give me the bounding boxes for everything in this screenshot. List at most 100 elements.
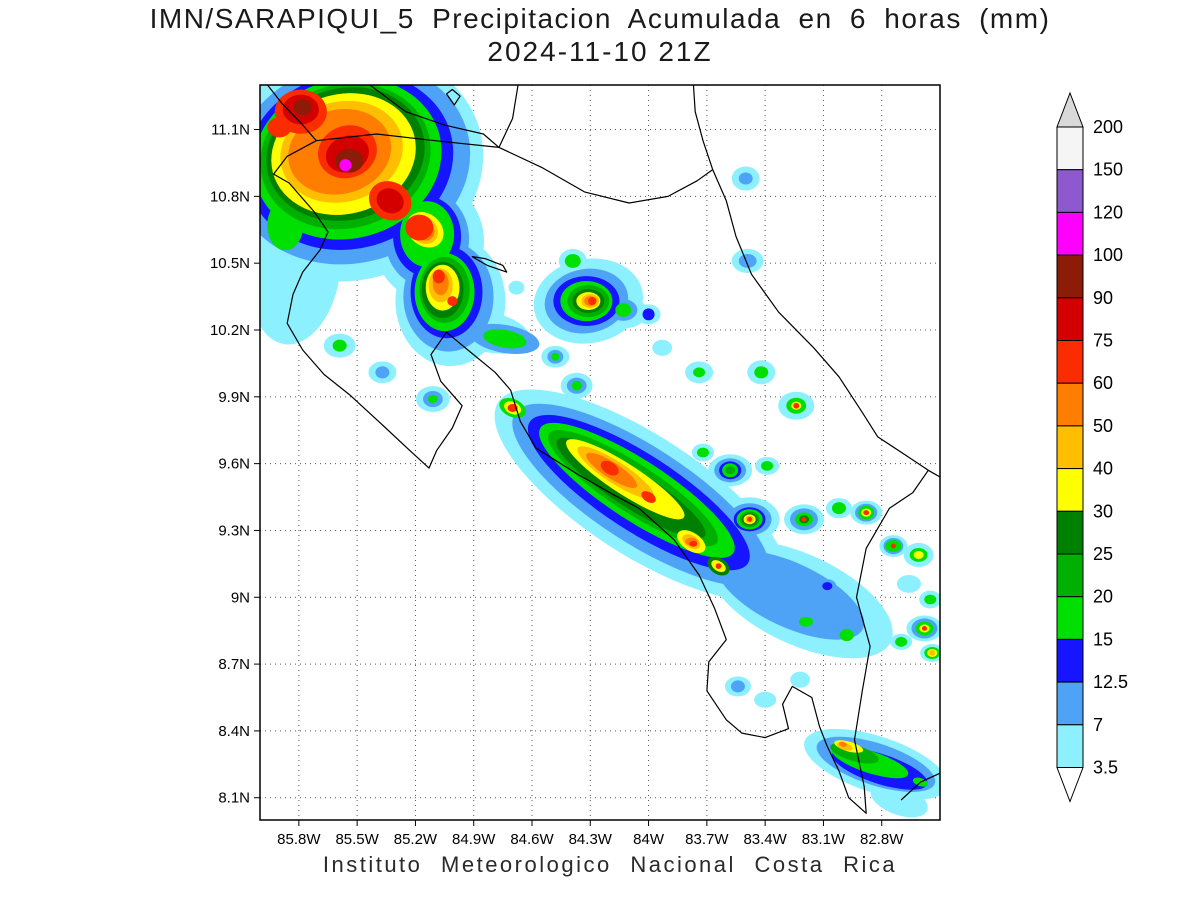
colorbar-segment: [1056, 425, 1084, 470]
precip-cell: [754, 691, 777, 708]
colorbar-label: 100: [1093, 245, 1123, 265]
precip-cell: [427, 395, 438, 404]
precip-cell: [693, 367, 706, 378]
colorbar-segment: [1056, 638, 1084, 683]
lon-tick-label: 84.9W: [452, 831, 496, 848]
colorbar-segment: [1056, 297, 1084, 341]
lon-tick-label: 82.8W: [860, 831, 904, 848]
precip-cell: [652, 339, 673, 356]
lon-tick-label: 85.5W: [335, 831, 379, 848]
precip-cell: [508, 280, 525, 295]
lat-tick-label: 11.1N: [211, 122, 250, 139]
lat-tick-label: 10.5N: [210, 255, 250, 272]
lat-tick-label: 10.2N: [210, 322, 250, 339]
lon-tick-label: 84W: [633, 831, 665, 848]
precip-cell: [716, 550, 865, 640]
precip-cell: [798, 616, 813, 627]
precip-cell: [801, 516, 807, 522]
precip-cell: [696, 447, 709, 458]
colorbar-segment: [1056, 724, 1084, 768]
precip-cell: [551, 352, 560, 361]
precip-cell: [571, 380, 582, 391]
colorbar-label: 20: [1093, 587, 1113, 607]
precip-cell: [790, 671, 811, 688]
precip-cell: [863, 510, 870, 516]
precip-cell: [339, 159, 352, 172]
lat-tick-label: 9.3N: [218, 522, 250, 539]
colorbar-segment: [1056, 382, 1084, 427]
precip-cell: [689, 540, 698, 547]
lon-tick-label: 84.6W: [510, 831, 554, 848]
lon-tick-label: 83.7W: [685, 831, 729, 848]
lon-tick-label: 83.4W: [743, 831, 787, 848]
lon-tick-label: 85.8W: [277, 831, 321, 848]
precipitation-shading: [260, 85, 940, 818]
colorbar-segment: [1056, 596, 1084, 640]
precip-cell: [921, 626, 927, 631]
plot-border: [259, 84, 941, 821]
coastlines: [266, 85, 940, 814]
precip-cell: [375, 366, 390, 379]
colorbar-label: 25: [1093, 544, 1113, 564]
precip-cell: [293, 99, 312, 116]
lat-tick-label: 9.9N: [218, 389, 250, 406]
colorbar-label: 3.5: [1093, 758, 1118, 778]
lon-tick-label: 84.3W: [569, 831, 613, 848]
lat-tick-label: 8.7N: [218, 656, 250, 673]
precip-cell: [747, 516, 753, 522]
precip-cell: [615, 303, 632, 317]
precip-cell: [929, 650, 936, 656]
colorbar-label: 90: [1093, 288, 1113, 308]
footer-credit: Instituto Meteorologico Nacional Costa R…: [322, 852, 898, 877]
precip-cell: [405, 214, 434, 241]
colorbar-segment: [1056, 340, 1084, 384]
colorbar-label: 75: [1093, 331, 1113, 351]
precip-cell: [738, 254, 757, 268]
precip-cell: [738, 172, 753, 185]
colorbar-label: 60: [1093, 373, 1113, 393]
precip-cell: [838, 741, 847, 747]
precip-cell: [725, 466, 736, 475]
precip-cell: [754, 366, 769, 379]
precip-cell: [376, 188, 404, 214]
precip-cell: [432, 269, 445, 284]
colorbar-over-arrow: [1056, 91, 1084, 128]
lon-tick-label: 85.2W: [394, 831, 438, 848]
colorbar-segment: [1056, 510, 1084, 555]
lat-tick-label: 10.8N: [210, 188, 250, 205]
precip-cell: [761, 460, 774, 471]
precip-cell: [447, 296, 458, 306]
precip-cell: [564, 254, 581, 268]
colorbar-segment: [1056, 553, 1084, 598]
precip-cell: [913, 550, 924, 559]
colorbar-label: 120: [1093, 202, 1123, 222]
precip-cell: [924, 594, 937, 605]
lat-tick-label: 8.4N: [218, 723, 250, 740]
precip-cell: [895, 636, 908, 647]
precip-cell: [896, 575, 921, 593]
precip-cell: [332, 339, 347, 352]
colorbar-label: 40: [1093, 459, 1113, 479]
colorbar: 200 150 120 100 90 75 60 50 40 30 25 20 15 12.5 7 3.5: [1056, 91, 1128, 803]
colorbar-segment: [1056, 468, 1084, 512]
precip-cell: [822, 582, 833, 591]
precip-cell: [600, 460, 619, 476]
colorbar-segment: [1056, 681, 1084, 726]
precip-cell: [839, 629, 854, 642]
lat-tick-label: 9N: [231, 589, 250, 606]
colorbar-segment: [1056, 169, 1084, 213]
colorbar-segment: [1056, 211, 1084, 256]
precip-cell: [642, 308, 655, 321]
colorbar-label: 200: [1093, 117, 1123, 137]
colorbar-segment: [1056, 254, 1084, 299]
colorbar-label: 150: [1093, 160, 1123, 180]
colorbar-label: 30: [1093, 501, 1113, 521]
colorbar-under-arrow: [1056, 767, 1084, 803]
chart-subtitle: 2024-11-10 21Z: [487, 36, 713, 67]
lat-tick-label: 9.6N: [218, 456, 250, 473]
precip-cell: [831, 502, 846, 515]
chart-title: IMN/SARAPIQUI_5 Precipitacion Acumulada …: [149, 3, 1051, 34]
colorbar-segment: [1056, 126, 1084, 171]
precip-cell: [715, 563, 722, 569]
colorbar-label: 15: [1093, 629, 1113, 649]
